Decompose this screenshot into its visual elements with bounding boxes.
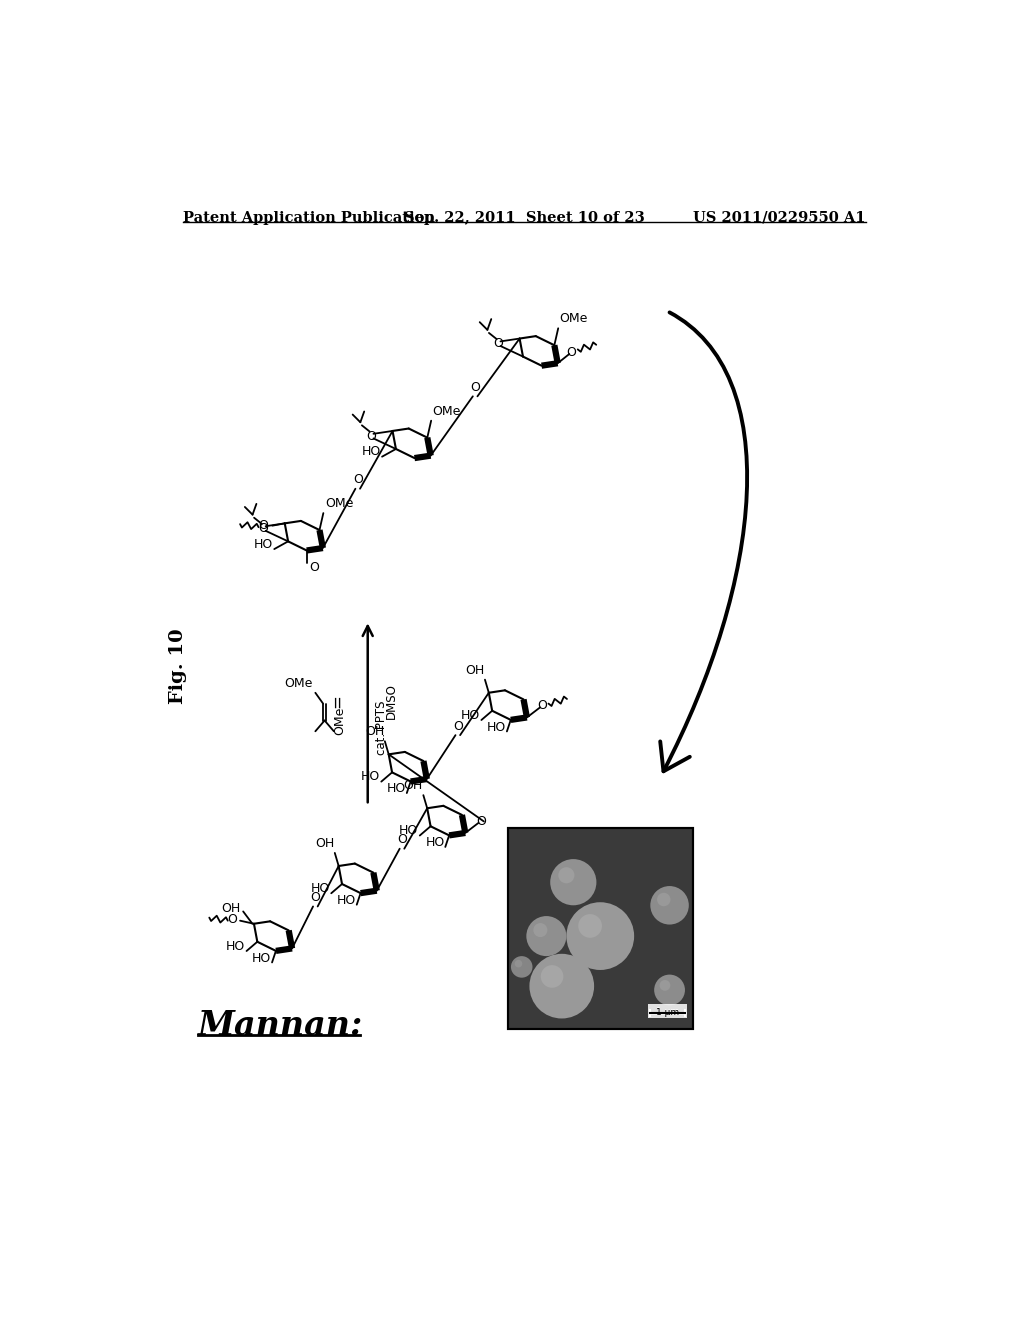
Circle shape	[529, 954, 594, 1019]
Text: US 2011/0229550 A1: US 2011/0229550 A1	[693, 211, 866, 224]
Text: Patent Application Publication: Patent Application Publication	[183, 211, 435, 224]
Text: OMe: OMe	[333, 706, 346, 735]
Circle shape	[659, 979, 671, 991]
Circle shape	[650, 886, 689, 924]
Text: cat. PPTS: cat. PPTS	[376, 701, 388, 755]
Text: O: O	[538, 700, 547, 713]
Text: O: O	[227, 913, 237, 927]
Text: O: O	[397, 833, 407, 846]
Text: O: O	[309, 561, 318, 574]
Text: HO: HO	[337, 894, 356, 907]
Text: O: O	[353, 474, 362, 487]
Circle shape	[511, 956, 532, 978]
Text: O: O	[476, 814, 485, 828]
Text: OMe: OMe	[433, 405, 461, 417]
Text: OH: OH	[403, 779, 423, 792]
Circle shape	[654, 974, 685, 1006]
Circle shape	[534, 923, 548, 937]
Text: O: O	[566, 346, 577, 359]
Text: O: O	[494, 337, 503, 350]
Text: Mannan:: Mannan:	[199, 1010, 364, 1043]
Text: O: O	[470, 381, 480, 395]
Circle shape	[550, 859, 596, 906]
Text: 1 μm: 1 μm	[656, 1007, 679, 1016]
Text: OMe: OMe	[560, 313, 588, 325]
Text: HO: HO	[486, 721, 506, 734]
Bar	[508, 829, 692, 1028]
Circle shape	[526, 916, 566, 956]
Text: HO: HO	[399, 824, 418, 837]
Circle shape	[541, 965, 563, 987]
Text: OH: OH	[465, 664, 484, 677]
Text: Sep. 22, 2011  Sheet 10 of 23: Sep. 22, 2011 Sheet 10 of 23	[404, 211, 645, 224]
Text: HO: HO	[310, 882, 330, 895]
Bar	[508, 829, 692, 1028]
Circle shape	[579, 913, 602, 937]
Text: OMe: OMe	[285, 677, 313, 689]
Text: DMSO: DMSO	[385, 684, 397, 719]
Text: =: =	[328, 694, 346, 709]
Text: HO: HO	[387, 783, 407, 796]
Circle shape	[657, 892, 671, 907]
Text: O: O	[367, 429, 376, 442]
Circle shape	[515, 960, 522, 968]
Text: O: O	[310, 891, 321, 904]
Circle shape	[566, 903, 634, 970]
Text: O: O	[258, 519, 268, 532]
Text: OH: OH	[314, 837, 334, 850]
FancyArrowPatch shape	[660, 313, 748, 771]
Text: Fig. 10: Fig. 10	[169, 628, 187, 705]
Text: HO: HO	[361, 445, 381, 458]
Text: HO: HO	[225, 940, 245, 953]
Circle shape	[558, 867, 574, 883]
Text: OH: OH	[221, 902, 240, 915]
Text: 1 μm: 1 μm	[656, 1007, 679, 1016]
Bar	[648, 1003, 687, 1018]
Text: OH: OH	[365, 725, 384, 738]
Text: HO: HO	[252, 952, 271, 965]
Text: HO: HO	[360, 770, 380, 783]
Text: HO: HO	[425, 837, 444, 849]
Text: HO: HO	[461, 709, 480, 722]
Text: O: O	[453, 719, 463, 733]
Text: O: O	[258, 521, 268, 535]
Text: HO: HO	[254, 537, 272, 550]
Text: OMe: OMe	[325, 498, 353, 510]
